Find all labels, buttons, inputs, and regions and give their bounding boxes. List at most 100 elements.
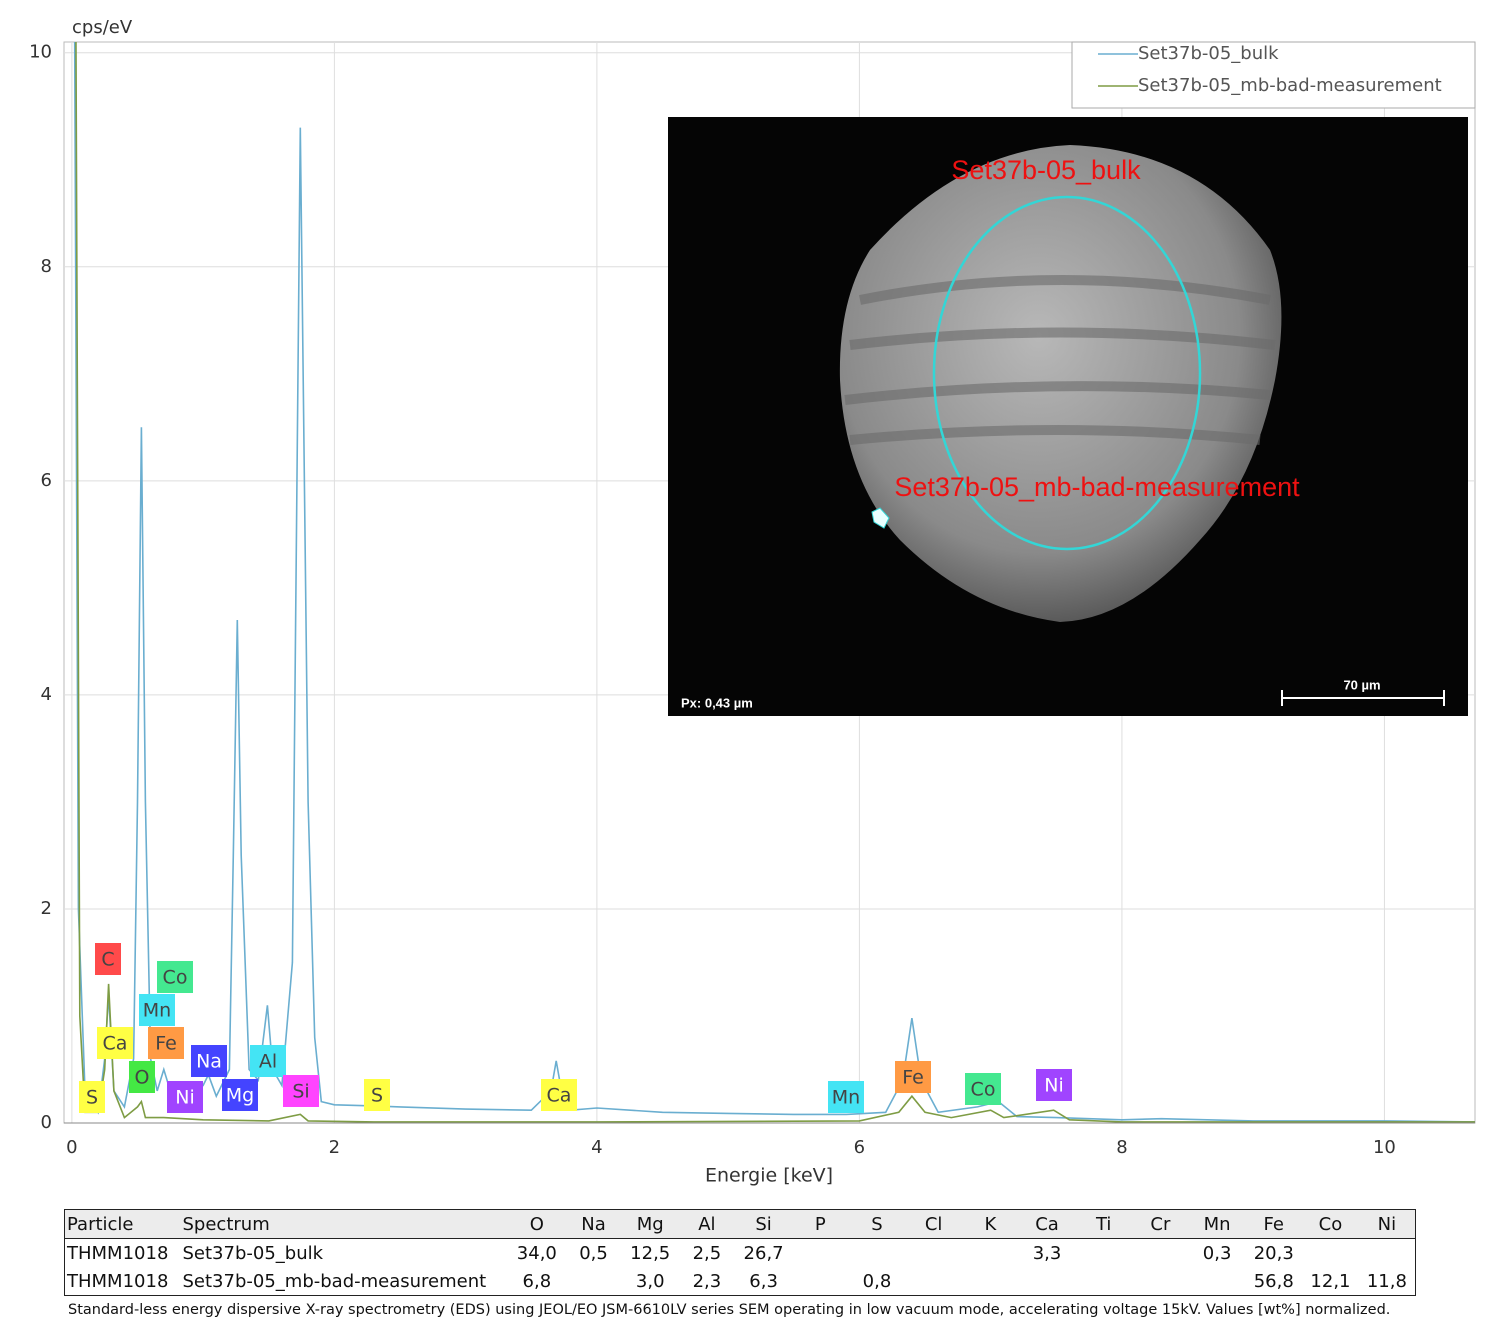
table-cell: 56,8 bbox=[1253, 1270, 1294, 1292]
particle-bands bbox=[844, 275, 1276, 445]
table-cell bbox=[1019, 1267, 1076, 1296]
element-box bbox=[167, 1081, 203, 1113]
table-cell: Spectrum bbox=[180, 1209, 509, 1239]
element-label: C bbox=[101, 949, 114, 971]
element-label: Fe bbox=[155, 1033, 177, 1055]
table-cell bbox=[962, 1267, 1019, 1296]
element-label: Si bbox=[292, 1081, 309, 1103]
table-cell: 12,5 bbox=[630, 1242, 671, 1264]
table-cell: Mg bbox=[621, 1209, 679, 1239]
element-box bbox=[97, 1027, 133, 1059]
table-cell: Particle bbox=[64, 1209, 181, 1239]
pixel-size: Px: 0,43 µm bbox=[681, 695, 753, 710]
table-cell: THMM1018 bbox=[67, 1242, 169, 1264]
table-cell bbox=[849, 1239, 906, 1268]
x-tick-label: 6 bbox=[854, 1137, 865, 1158]
legend-entries: Set37b-05_bulk Set37b-05_mb-bad-measureme… bbox=[1098, 43, 1442, 96]
table-cell: Cr bbox=[1132, 1209, 1189, 1239]
legend-label: Set37b-05_bulk bbox=[1138, 43, 1279, 64]
element-label: Co bbox=[971, 1079, 996, 1101]
x-tick-label: 4 bbox=[591, 1137, 602, 1158]
table-cell: Co bbox=[1302, 1209, 1359, 1239]
element-box bbox=[283, 1075, 319, 1107]
element-label: O bbox=[135, 1067, 150, 1089]
element-label: Al bbox=[259, 1051, 277, 1073]
table-cell bbox=[1132, 1267, 1189, 1296]
element-label: Mn bbox=[832, 1087, 860, 1109]
region-label: Set37b-05_mb-bad-measurement bbox=[894, 472, 1300, 502]
element-label: Ni bbox=[1044, 1075, 1064, 1097]
inset-image: Set37b-05_bulk Set37b-05_mb-bad-measurem… bbox=[668, 117, 1468, 716]
table-cell bbox=[1302, 1239, 1359, 1268]
x-tick-label: 10 bbox=[1373, 1137, 1396, 1158]
table-cell: S bbox=[848, 1209, 906, 1239]
table-cell: Set37b-05_bulk bbox=[182, 1242, 324, 1264]
table-cell: K bbox=[962, 1209, 1019, 1239]
element-label: Na bbox=[196, 1051, 222, 1073]
element-label: S bbox=[86, 1087, 98, 1109]
table-cell: Set37b-05_mb-bad-measurement bbox=[182, 1270, 487, 1292]
table-cell bbox=[565, 1267, 622, 1296]
results-table: Particle Spectrum O Na Mg Al Si P S Cl K Ca Ti Cr Mn Fe… bbox=[64, 1209, 1416, 1296]
table-cell: Na bbox=[565, 1209, 622, 1239]
table-cell: Si bbox=[735, 1209, 792, 1239]
legend-label: Set37b-05_mb-bad-measurement bbox=[1138, 75, 1442, 96]
table-cell bbox=[1189, 1267, 1246, 1296]
table-cell: 6,8 bbox=[522, 1270, 552, 1292]
chart: 0 2 4 6 8 10 0 2 4 6 8 10 C Co Mn Ca Fe Na Al O S Ni Mg Si S Ca M… bbox=[29, 17, 1476, 1187]
table-row: THMM1018 Set37b-05_bulk 34,0 0,5 12,5 2,5 26,7… bbox=[65, 1239, 1416, 1268]
table-cell: 12,1 bbox=[1310, 1270, 1351, 1292]
table-cell: 6,3 bbox=[749, 1270, 778, 1292]
table-cell: Ca bbox=[1018, 1209, 1076, 1239]
y-tick-label: 10 bbox=[29, 42, 52, 63]
element-box bbox=[250, 1045, 286, 1077]
scale-bar bbox=[1281, 690, 1445, 706]
table-cell: 2,5 bbox=[692, 1242, 722, 1264]
legend bbox=[1071, 41, 1476, 109]
y-axis-label: cps/eV bbox=[72, 17, 133, 38]
table-cell bbox=[1075, 1239, 1132, 1268]
table-row: THMM1018 Set37b-05_mb-bad-measurement 6,8 3… bbox=[65, 1267, 1416, 1296]
element-box bbox=[157, 961, 193, 993]
table-cell bbox=[792, 1267, 849, 1296]
element-box bbox=[1036, 1069, 1072, 1101]
element-label: Co bbox=[163, 967, 188, 989]
element-box bbox=[828, 1081, 864, 1113]
table-cell: Ni bbox=[1358, 1209, 1416, 1239]
table-cell: 0,5 bbox=[579, 1242, 608, 1264]
y-tick-label: 4 bbox=[41, 684, 52, 705]
table-cell: 20,3 bbox=[1253, 1242, 1294, 1264]
table-cell bbox=[905, 1267, 962, 1296]
element-box bbox=[148, 1027, 184, 1059]
element-box bbox=[222, 1079, 258, 1111]
table-cell: Al bbox=[678, 1209, 736, 1239]
element-label: Ca bbox=[547, 1085, 572, 1107]
element-label: Ni bbox=[175, 1087, 195, 1109]
table-cell bbox=[905, 1239, 962, 1268]
table-cell: 11,8 bbox=[1366, 1270, 1407, 1292]
spectrum-line bbox=[75, 42, 1475, 1123]
element-box bbox=[79, 1081, 105, 1113]
element-box bbox=[541, 1079, 577, 1111]
table-cell bbox=[1075, 1267, 1132, 1296]
annotations: C Co Mn Ca Fe Na Al O S Ni Mg Si S Ca Mn Fe Co Ni bbox=[79, 943, 1072, 1113]
table-row: Particle Spectrum O Na Mg Al Si P S Cl K Ca Ti Cr Mn Fe… bbox=[64, 1209, 1416, 1239]
table-cell: THMM1018 bbox=[67, 1270, 169, 1292]
x-tick-label: 0 bbox=[66, 1137, 77, 1158]
table-cell: 2,3 bbox=[692, 1270, 722, 1292]
table-cell: Cl bbox=[905, 1209, 962, 1239]
caption: Standard-less energy dispersive X-ray sp… bbox=[68, 1302, 1391, 1318]
ticks: 0 2 4 6 8 10 0 2 4 6 8 10 bbox=[29, 42, 1475, 1158]
scale-bar-label: 70 µm bbox=[1343, 677, 1380, 692]
x-tick-label: 2 bbox=[329, 1137, 340, 1158]
bulk-region bbox=[932, 195, 1202, 551]
table-cell: 3,0 bbox=[635, 1270, 665, 1292]
table-cell bbox=[792, 1239, 849, 1268]
y-tick-label: 6 bbox=[41, 470, 52, 491]
table-cell: 3,3 bbox=[1032, 1242, 1062, 1264]
table-cell: 0,8 bbox=[862, 1270, 892, 1292]
table-cell bbox=[962, 1239, 1019, 1268]
table-cell: 0,3 bbox=[1202, 1242, 1232, 1264]
table-cell: Mn bbox=[1188, 1209, 1246, 1239]
